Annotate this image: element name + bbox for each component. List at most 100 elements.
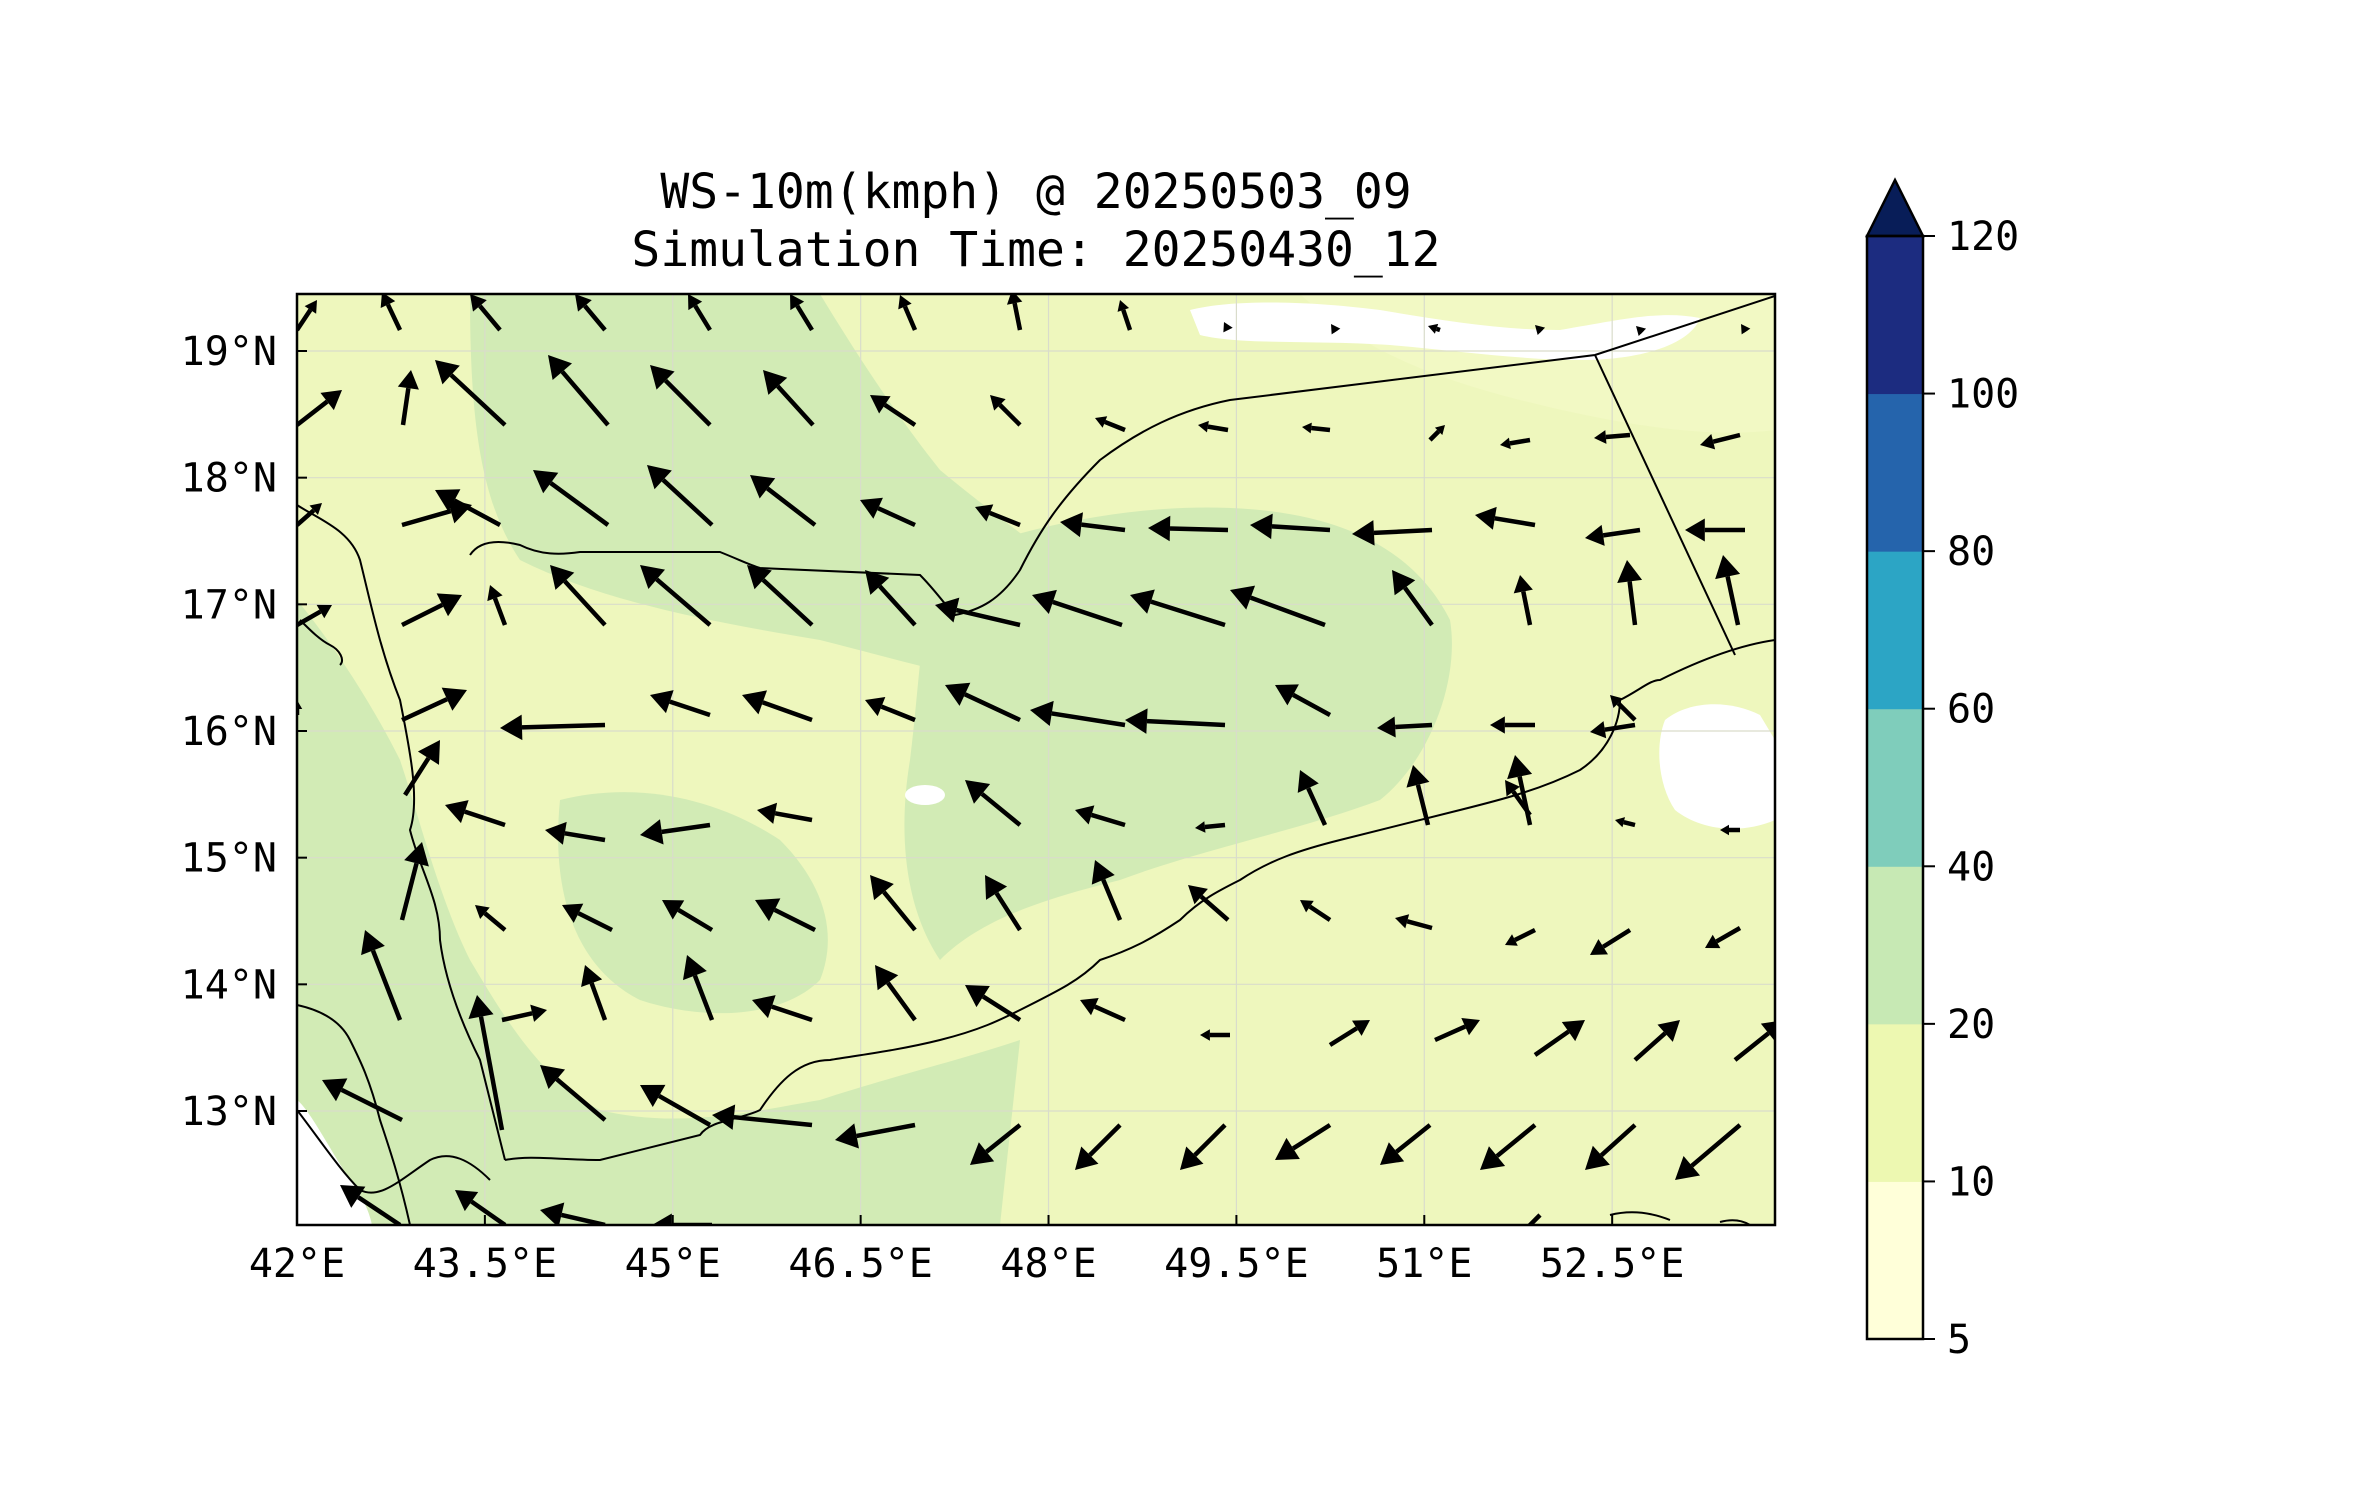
wind-arrow-shaft <box>1521 591 1533 626</box>
wind-arrow <box>401 687 467 723</box>
wind-arrow-shaft <box>401 508 452 528</box>
wind-arrow-head <box>640 565 666 590</box>
wind-arrow-head <box>322 1078 348 1102</box>
wind-arrow <box>540 1202 606 1225</box>
wind-arrow <box>581 965 608 1021</box>
wind-arrow-shaft <box>1605 432 1631 440</box>
wind-arrow <box>1715 555 1741 626</box>
wind-arrow-head <box>1657 1020 1680 1042</box>
wind-arrow-head <box>1741 324 1751 335</box>
wind-arrow <box>1250 513 1331 540</box>
wind-arrow-shaft <box>998 403 1022 427</box>
wind-arrow-shaft <box>560 1212 606 1225</box>
wind-below-5-region-northeast <box>1190 302 1700 360</box>
wind-arrow-shaft <box>1093 1004 1126 1023</box>
wind-arrow-shaft <box>297 508 316 527</box>
colorbar-frame <box>1865 234 1925 1341</box>
wind-arrow-shaft <box>1690 1123 1742 1168</box>
wind-arrow-head <box>1275 1137 1300 1160</box>
wind-arrow-head <box>1480 1146 1506 1170</box>
wind-arrow-shaft <box>880 704 916 723</box>
wind-arrow <box>1075 1123 1122 1170</box>
wind-arrow-shaft <box>555 1077 607 1122</box>
colorbar-tick-label: 100 <box>1947 372 2019 418</box>
wind-arrow-head <box>445 800 469 824</box>
wind-arrow-head <box>945 682 971 706</box>
wind-arrow-shaft <box>1199 894 1230 922</box>
wind-arrow-head <box>1500 437 1511 450</box>
wind-arrow-shaft <box>776 384 815 427</box>
wind-arrow-shaft <box>1712 432 1741 444</box>
wind-below-5-region-east <box>1659 704 1775 829</box>
wind-arrow <box>1675 1123 1742 1180</box>
wind-arrow-head <box>533 470 559 494</box>
wind-arrow-head <box>1250 513 1273 540</box>
wind-arrow-shaft <box>521 722 606 730</box>
wind-arrow <box>1275 684 1332 717</box>
wind-arrow-head <box>1700 434 1716 450</box>
wind-arrow-head <box>1195 821 1206 833</box>
wind-arrow-shaft <box>1207 424 1229 433</box>
wind-arrow-shaft <box>297 609 322 627</box>
wind-arrow <box>470 294 502 332</box>
wind-arrow-head <box>361 930 385 956</box>
wind-arrow-head <box>650 690 674 714</box>
wind-arrow <box>1148 515 1229 542</box>
wind-arrow-shaft <box>1169 526 1229 533</box>
wind-arrow-shaft <box>963 692 1021 723</box>
wind-arrow-shaft <box>577 911 614 933</box>
wind-arrow-head <box>1490 716 1505 734</box>
wind-arrow-shaft <box>1311 425 1331 433</box>
wind-arrow-head <box>316 604 332 619</box>
wind-arrow-shaft <box>877 506 916 528</box>
wind-arrow-shaft <box>1616 701 1637 722</box>
wind-arrow-head <box>1380 1142 1405 1165</box>
wind-arrow <box>1526 1213 1542 1225</box>
wind-arrow-head <box>875 965 899 991</box>
wind-arrow-shaft <box>774 811 813 823</box>
wind-arrow-shaft <box>773 907 817 933</box>
wind-arrow-head <box>865 570 890 595</box>
wind-arrow-head <box>470 294 487 312</box>
wind-arrow-shaft <box>1509 437 1531 446</box>
wind-arrow <box>1505 780 1532 817</box>
wind-arrow-shaft <box>761 578 814 627</box>
wind-arrow-shaft <box>1403 586 1434 627</box>
colorbar-segment <box>1867 393 1923 552</box>
wind-arrow <box>835 1122 916 1149</box>
wind-arrow <box>1328 1020 1370 1047</box>
wind-arrow <box>747 565 814 627</box>
wind-arrow <box>640 819 711 845</box>
wind-arrow <box>1300 900 1332 922</box>
colorbar-segment <box>1867 708 1923 867</box>
wind-arrow-shaft <box>449 373 507 427</box>
wind-arrow <box>297 700 303 715</box>
wind-arrow-shaft <box>1526 1213 1542 1225</box>
wind-arrow <box>970 1123 1022 1165</box>
wind-arrow <box>712 1104 813 1130</box>
wind-arrow-shaft <box>693 304 712 332</box>
wind-arrow-shaft <box>1306 787 1328 826</box>
wind-arrow-shaft <box>856 1122 916 1139</box>
wind-arrow-shaft <box>1395 722 1433 730</box>
wind-arrow-head <box>500 714 523 741</box>
wind-arrow-shaft <box>902 305 918 331</box>
wind-arrow-shaft <box>677 907 714 932</box>
colorbar: 5 10 20 40 60 80 100 120 <box>1864 177 2019 1363</box>
wind-arrow-head <box>935 597 960 623</box>
wind-arrow-head <box>1475 506 1497 530</box>
wind-arrow-shaft <box>1292 692 1332 717</box>
wind-arrow-head <box>1075 805 1095 825</box>
wind-arrow-shaft <box>1308 904 1332 922</box>
wind-arrow-head <box>309 503 322 516</box>
wind-arrow <box>1513 575 1533 626</box>
wind-arrow-shaft <box>1204 822 1226 830</box>
wind-arrow-head <box>540 1065 566 1089</box>
wind-arrow-shaft <box>478 1016 505 1131</box>
wind-arrow-shaft <box>1428 429 1441 442</box>
wind-arrow <box>1095 416 1126 433</box>
wind-arrow <box>1475 506 1536 530</box>
wind-arrow-head <box>1615 817 1625 828</box>
wind-arrow-head <box>985 875 1008 900</box>
wind-arrow-head <box>1610 695 1624 709</box>
